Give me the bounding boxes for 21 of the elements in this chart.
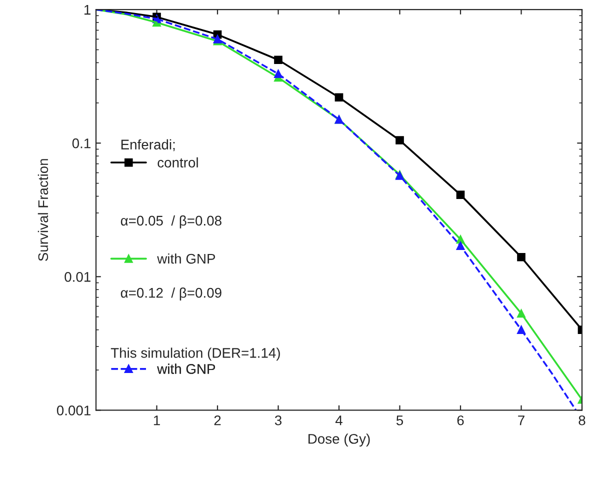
y-tick-label: 0.001 — [56, 406, 90, 416]
x-tick-label: 4 — [335, 416, 342, 426]
x-tick-label: 5 — [396, 416, 404, 426]
y-tick-label: 0.1 — [72, 138, 90, 148]
legend-label: with GNP — [157, 253, 216, 264]
annotation: α=0.12 / β=0.09 — [120, 288, 222, 300]
annotation: Enferadi; — [121, 139, 175, 152]
x-tick-label: 6 — [457, 415, 464, 426]
legend-label: with GNP — [157, 364, 216, 374]
x-axis-title: Dose (Gy) — [308, 434, 370, 447]
y-axis-title: Survival Fraction — [38, 159, 48, 261]
annotation: α=0.05 / β=0.08 — [120, 215, 222, 228]
y-tick-label: 1 — [84, 5, 90, 15]
annotation: This simulation (DER=1.14) — [110, 348, 280, 361]
x-tick-label: 3 — [274, 415, 282, 426]
x-tick-label: 1 — [154, 416, 160, 426]
x-tick-label: 8 — [578, 415, 586, 426]
x-tick-label: 7 — [518, 416, 524, 426]
y-tick-label: 0.01 — [64, 272, 90, 282]
x-tick-label: 2 — [214, 415, 221, 426]
legend-label: control — [158, 157, 198, 168]
